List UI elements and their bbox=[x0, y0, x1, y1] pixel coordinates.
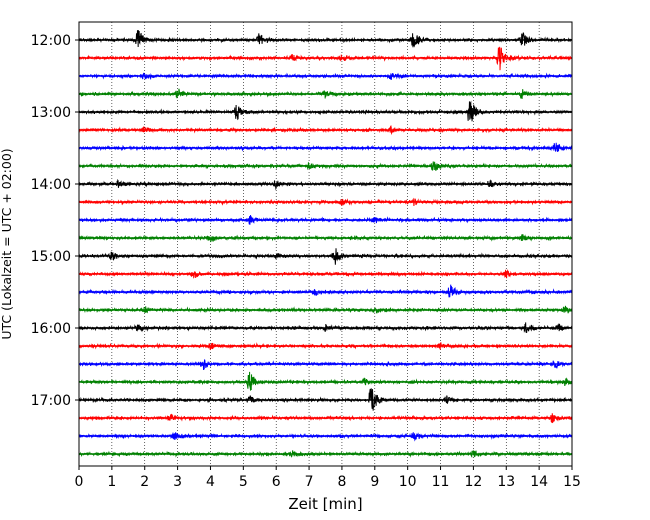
x-tick-label: 11 bbox=[432, 474, 450, 490]
x-axis-label: Zeit [min] bbox=[288, 495, 362, 513]
trace-line bbox=[78, 359, 573, 371]
trace-line bbox=[78, 197, 573, 207]
trace-group bbox=[78, 30, 573, 458]
x-tick-label: 5 bbox=[239, 474, 248, 490]
y-tick-label: 17:00 bbox=[31, 393, 71, 409]
x-tick-label: 3 bbox=[173, 474, 182, 490]
trace-line bbox=[78, 413, 573, 424]
y-axis-label: UTC (Lokalzeit = UTC + 02:00) bbox=[0, 148, 14, 339]
x-tick-label: 0 bbox=[75, 474, 84, 490]
trace-line bbox=[78, 161, 573, 172]
y-tick-label: 15:00 bbox=[31, 249, 71, 265]
x-tick-label: 9 bbox=[370, 474, 379, 490]
trace-line bbox=[78, 268, 573, 279]
trace-line bbox=[78, 124, 573, 136]
trace-line bbox=[78, 88, 573, 99]
x-tick-label: 13 bbox=[497, 474, 515, 490]
trace-line bbox=[78, 142, 573, 152]
x-tick-label: 4 bbox=[206, 474, 215, 490]
trace-line bbox=[78, 46, 573, 71]
trace-line bbox=[78, 30, 573, 48]
trace-line bbox=[78, 100, 573, 122]
trace-line bbox=[78, 215, 573, 225]
trace-line bbox=[78, 322, 573, 334]
x-tick-label: 15 bbox=[563, 474, 581, 490]
trace-line bbox=[78, 371, 573, 391]
y-tick-label: 14:00 bbox=[31, 177, 71, 193]
trace-line bbox=[78, 449, 573, 458]
x-tick-label: 7 bbox=[305, 474, 314, 490]
y-tick-label: 13:00 bbox=[31, 105, 71, 121]
y-tick-label: 16:00 bbox=[31, 321, 71, 337]
trace-line bbox=[78, 233, 573, 243]
trace-line bbox=[78, 284, 573, 298]
x-tick-label: 12 bbox=[464, 474, 482, 490]
trace-line bbox=[78, 432, 573, 442]
y-axis-ticks: 12:00 13:00 14:00 15:00 16:00 17:00 bbox=[31, 33, 79, 409]
x-tick-label: 8 bbox=[337, 474, 346, 490]
trace-line bbox=[78, 305, 573, 314]
x-tick-label: 2 bbox=[140, 474, 149, 490]
plot-frame bbox=[78, 21, 573, 467]
x-tick-label: 6 bbox=[272, 474, 281, 490]
x-tick-label: 14 bbox=[530, 474, 548, 490]
x-tick-label: 1 bbox=[107, 474, 116, 490]
y-tick-label: 12:00 bbox=[31, 33, 71, 49]
trace-line bbox=[78, 342, 573, 351]
trace-line bbox=[78, 248, 573, 265]
trace-line bbox=[78, 72, 573, 81]
trace-line bbox=[78, 178, 573, 191]
x-axis-ticks: 0 1 2 3 4 5 6 7 8 9 10 11 12 13 14 15 bbox=[75, 466, 581, 490]
x-tick-label: 10 bbox=[399, 474, 417, 490]
trace-line bbox=[78, 388, 573, 411]
